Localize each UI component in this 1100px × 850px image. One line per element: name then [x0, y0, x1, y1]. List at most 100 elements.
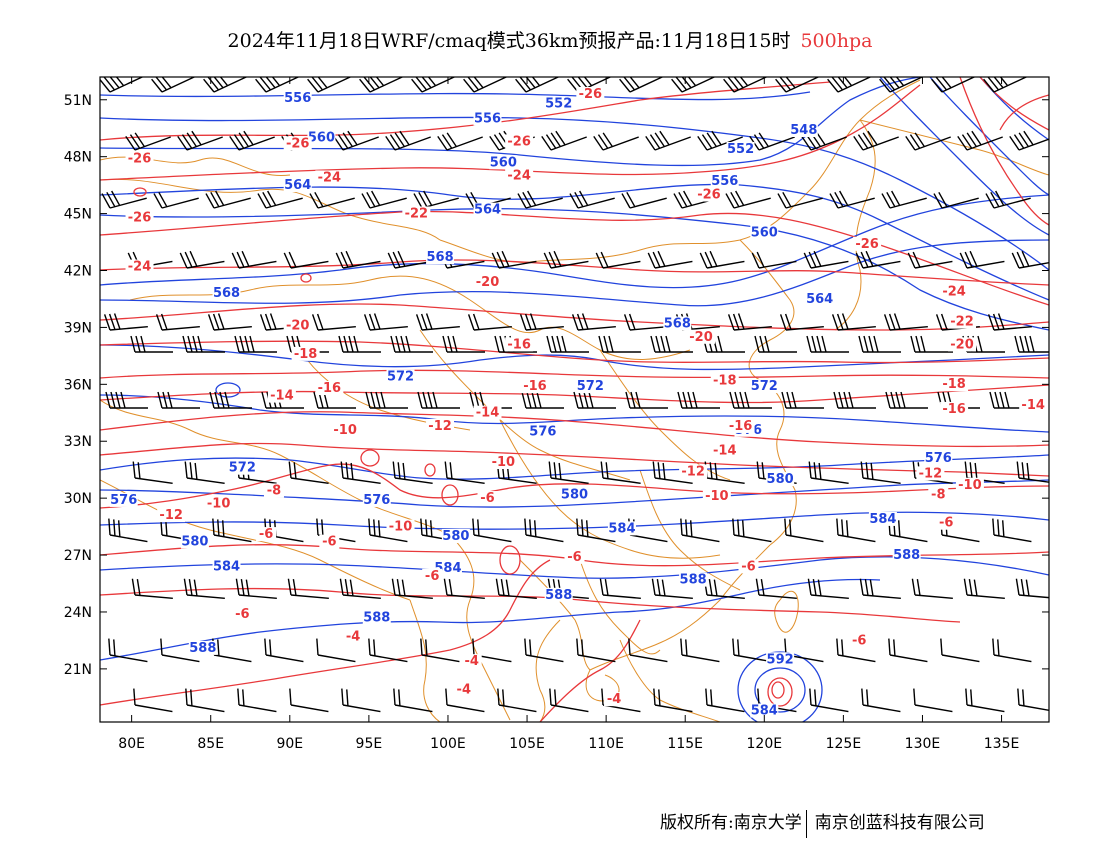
height-label-bg [560, 487, 589, 502]
wind-barb [368, 638, 408, 663]
wind-barb [548, 461, 589, 484]
wind-barb [571, 313, 616, 331]
temp-closed-contour [360, 449, 380, 467]
wind-barb [827, 77, 873, 93]
temperature-label-bg [687, 329, 716, 344]
height-label-bg [750, 225, 779, 240]
wind-barb [361, 190, 407, 209]
border-line [100, 399, 451, 536]
height-contour [100, 194, 1049, 289]
temp-contour [100, 442, 1049, 477]
height-label: 560 [308, 131, 335, 146]
temperature-label: -26 [697, 188, 721, 203]
temperature-label: -24 [507, 169, 531, 184]
province-border [469, 299, 691, 360]
temperature-label: -12 [919, 466, 943, 481]
height-label: 572 [751, 379, 778, 394]
height-label: 548 [790, 123, 817, 138]
temp-closed-contour [441, 484, 459, 506]
height-label-bg [892, 547, 921, 562]
temperature-label-bg [331, 422, 360, 437]
height-label-bg [109, 492, 138, 507]
x-tick-label: 100E [430, 736, 466, 752]
x-tick-label: 90E [276, 736, 303, 752]
y-tick-label: 27N [64, 548, 92, 564]
wind-barb [467, 313, 512, 331]
height-label: 584 [751, 704, 778, 719]
height-label-bg [750, 379, 779, 394]
wind-barb [569, 190, 615, 209]
temperature-label: -24 [318, 170, 342, 185]
temperature-label: -26 [579, 87, 603, 102]
wind-barb [623, 313, 668, 331]
wind-barb [491, 250, 537, 269]
wind-barb [515, 77, 561, 93]
wind-barb [420, 638, 460, 663]
wind-barb [205, 190, 251, 209]
wind-barb [705, 688, 745, 713]
temperature-label: -24 [942, 284, 966, 299]
height-label-bg [544, 587, 573, 602]
height-label: 556 [711, 174, 738, 189]
temp-closed-contour [424, 463, 436, 477]
temperature-label: -12 [159, 508, 183, 523]
wind-barb [732, 518, 772, 543]
temperature-label-bg [936, 515, 957, 530]
wind-barb [264, 638, 304, 663]
wind-barb [105, 391, 148, 409]
temperature-label: -6 [741, 559, 755, 574]
wind-barb [333, 130, 379, 151]
y-tick-label: 33N [64, 434, 92, 450]
temperature-label: -6 [425, 569, 439, 584]
height-label-bg [212, 286, 241, 301]
temperature-label-bg [473, 274, 502, 289]
temperature-label-bg [125, 151, 154, 166]
wind-barb [836, 638, 876, 663]
wind-barb [647, 250, 693, 269]
wind-barb [861, 688, 901, 713]
copyright-text: 版权所有:南京大学 [660, 813, 802, 833]
height-label-bg [766, 652, 795, 667]
wind-barb [203, 77, 249, 93]
x-tick-label: 115E [667, 736, 703, 752]
temperature-label: -12 [681, 464, 705, 479]
wind-barb [959, 250, 1005, 269]
height-label: 588 [363, 611, 390, 626]
border-line [739, 79, 921, 241]
temperature-label-bg [125, 259, 154, 274]
wind-barb [598, 335, 641, 353]
wind-barb [652, 461, 693, 484]
province-border [419, 329, 631, 481]
wind-barb [1016, 461, 1049, 484]
temperature-label-bg [948, 314, 977, 329]
temperature-label: -8 [267, 483, 281, 498]
height-label: 564 [474, 203, 501, 218]
temperature-label: -14 [270, 389, 294, 404]
temp-contour [979, 77, 1049, 131]
border-line [739, 239, 795, 381]
wind-barb [595, 251, 641, 269]
wind-barb [287, 578, 329, 600]
wind-barb [905, 132, 951, 151]
temp-closed-contour [133, 187, 147, 197]
height-label-bg [386, 369, 415, 384]
province-border [129, 275, 471, 301]
x-axis: 80E 85E 90E 95E 100E 105E 110E 115E 120E 125E 130E… [118, 77, 1019, 752]
temp-closed-contour [771, 681, 785, 699]
wind-barb [1014, 335, 1049, 353]
height-label: 572 [577, 379, 604, 394]
wind-barb [497, 688, 537, 713]
temperature-label-bg [1019, 398, 1048, 413]
wind-barb [625, 391, 668, 409]
height-label-bg [473, 202, 502, 217]
temperature-label: -22 [950, 315, 974, 330]
wind-barb [340, 461, 381, 484]
temperature-label-bg [940, 401, 969, 416]
wind-barb [133, 688, 173, 713]
temperature-label: -14 [713, 444, 737, 459]
chart-title: 2024年11月18日WRF/cmaq模式36km预报产品:11月18日15时 5… [0, 26, 1100, 53]
temperature-label: -8 [931, 487, 945, 502]
wind-barb [754, 335, 797, 353]
wind-barb [859, 578, 901, 600]
temperature-label-bg [283, 136, 312, 151]
